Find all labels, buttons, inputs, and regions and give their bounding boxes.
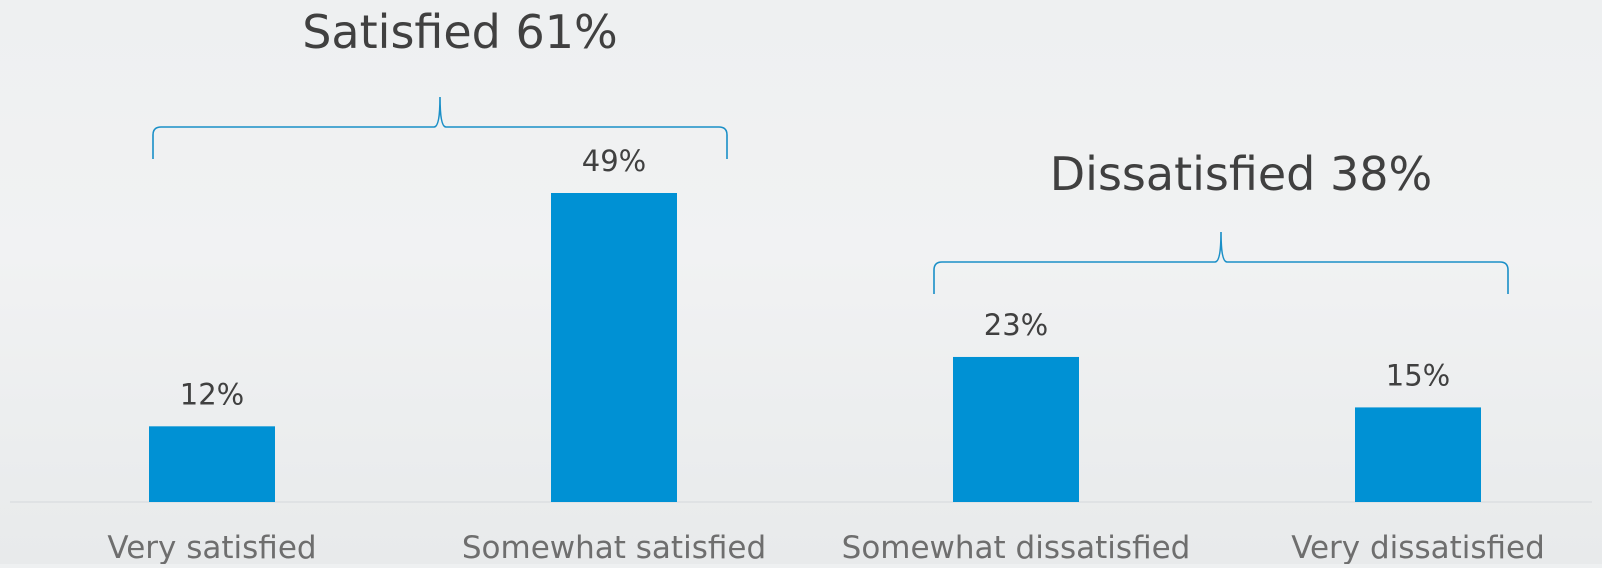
labels-layer: 12% Very satisfied 49% Somewhat satisfied 23…	[107, 5, 1545, 566]
bar-0	[149, 426, 275, 502]
bar-3	[1355, 407, 1481, 502]
group-label-0: Satisfied 61%	[302, 5, 618, 59]
group-bracket-1	[933, 231, 1509, 294]
group-label-1: Dissatisfied 38%	[1050, 147, 1432, 201]
bar-1	[551, 193, 677, 502]
data-label-2: 23%	[984, 308, 1048, 342]
data-label-1: 49%	[582, 144, 646, 178]
category-label-2: Somewhat dissatisfied	[842, 530, 1191, 564]
brackets-layer	[152, 96, 1509, 294]
data-label-3: 15%	[1386, 358, 1450, 392]
bars-layer	[149, 193, 1481, 502]
category-label-1: Somewhat satisfied	[462, 530, 766, 564]
group-bracket-0	[152, 96, 728, 159]
data-label-0: 12%	[180, 377, 244, 411]
category-label-3: Very dissatisfied	[1291, 530, 1545, 564]
category-label-0: Very satisfied	[107, 530, 316, 564]
bar-2	[953, 356, 1079, 502]
